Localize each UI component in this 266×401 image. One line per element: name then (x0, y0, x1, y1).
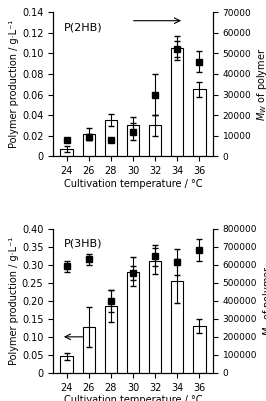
Bar (171, 281, 183, 373)
Bar (149, 261, 161, 373)
X-axis label: Cultivation temperature / °C: Cultivation temperature / °C (64, 179, 202, 189)
X-axis label: Cultivation temperature / °C: Cultivation temperature / °C (64, 395, 202, 401)
Bar (171, 48, 183, 156)
Bar (149, 126, 161, 156)
Text: P(2HB): P(2HB) (64, 22, 103, 32)
Bar (83, 327, 95, 373)
Bar (193, 326, 206, 373)
Bar (60, 356, 73, 373)
Bar (105, 306, 117, 373)
Bar (127, 126, 139, 156)
Bar (60, 149, 73, 156)
Bar (105, 120, 117, 156)
Text: P(3HB): P(3HB) (64, 239, 103, 249)
Bar (127, 272, 139, 373)
Bar (193, 89, 206, 156)
Bar (83, 134, 95, 156)
Y-axis label: Polymer production / g·L⁻¹: Polymer production / g·L⁻¹ (9, 237, 19, 365)
Y-axis label: Polymer production / g·L⁻¹: Polymer production / g·L⁻¹ (9, 20, 19, 148)
Y-axis label: $M_n$ of polymer: $M_n$ of polymer (261, 265, 266, 336)
Y-axis label: $M_W$ of polymer: $M_W$ of polymer (255, 48, 266, 121)
